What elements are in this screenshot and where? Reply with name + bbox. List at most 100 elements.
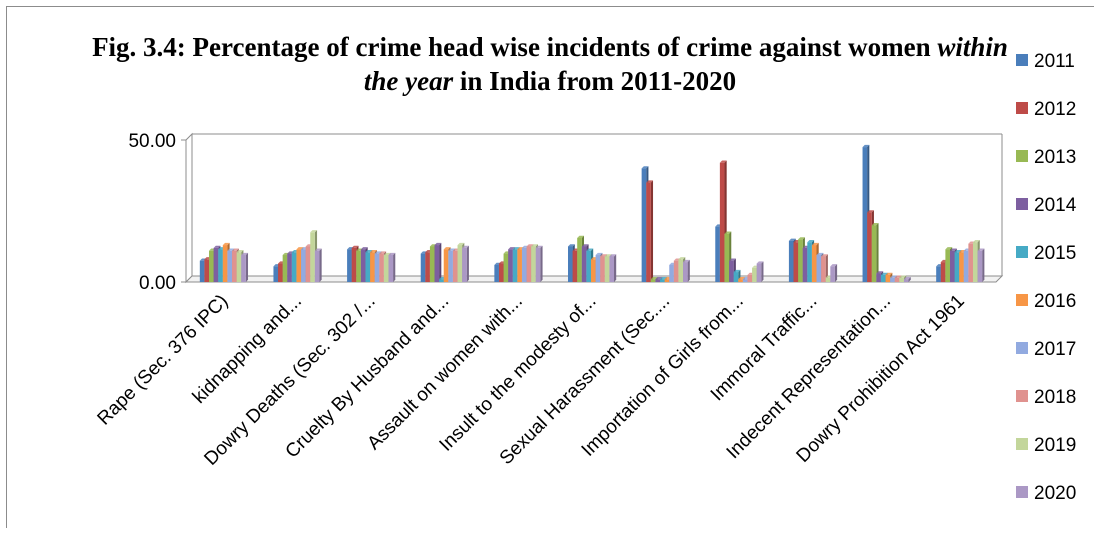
bar-top [457, 242, 465, 246]
bar [715, 226, 720, 282]
bar-top [310, 230, 318, 233]
bar [793, 242, 799, 282]
chart-frame [6, 6, 1094, 528]
bar-top [508, 247, 515, 250]
bar-side [834, 264, 838, 282]
bar-top [370, 249, 377, 253]
legend-swatch [1016, 102, 1028, 114]
bar [963, 250, 969, 282]
bar-top [609, 254, 617, 257]
bar [959, 252, 964, 282]
title-part-1: Fig. 3.4: Percentage of crime head wise … [92, 32, 938, 62]
legend-label: 2014 [1034, 195, 1077, 216]
legend-label: 2017 [1034, 339, 1076, 360]
bar [968, 243, 973, 282]
bar-top [949, 248, 957, 251]
bar [816, 255, 822, 282]
bar [508, 249, 513, 282]
bar [788, 240, 794, 282]
bar-side [245, 252, 249, 282]
bar-top [600, 254, 607, 257]
bar [462, 247, 467, 282]
bar [581, 246, 587, 282]
bar [945, 249, 950, 282]
bar-top [683, 259, 690, 263]
bar-top [719, 160, 727, 163]
bar [811, 245, 817, 282]
title-part-2: within the year [363, 32, 1008, 96]
bar [890, 277, 895, 282]
legend-label: 2020 [1034, 483, 1076, 504]
bar-side [540, 245, 543, 282]
bar [655, 279, 661, 282]
bar [383, 255, 389, 282]
bar [572, 250, 578, 282]
bar [512, 249, 518, 282]
bar-top [733, 269, 741, 273]
bar-side [439, 242, 442, 282]
bar [457, 245, 463, 282]
bar [351, 247, 357, 282]
bar [568, 246, 573, 282]
bar [379, 253, 384, 282]
x-tick-label: Assault on women with... [363, 291, 526, 454]
bar [232, 250, 237, 282]
bar-top [388, 252, 396, 256]
bar-top [360, 247, 368, 250]
bar-top [871, 223, 879, 226]
bar-top [903, 276, 911, 280]
bar [241, 255, 246, 282]
bar [954, 252, 960, 282]
bar-top [213, 245, 221, 248]
legend-swatch [1016, 294, 1028, 306]
bar [305, 246, 311, 282]
bar [977, 250, 983, 282]
bar [586, 250, 591, 282]
bar [862, 147, 868, 282]
bar [673, 260, 679, 282]
bar [650, 279, 656, 282]
bar-top [351, 245, 359, 248]
bar-top [604, 254, 612, 257]
bar [940, 262, 946, 282]
bar [388, 255, 394, 282]
bar [577, 237, 582, 282]
bar [821, 256, 826, 282]
bar [604, 256, 610, 282]
bar [356, 250, 361, 282]
bar-side [466, 245, 469, 282]
bar [439, 279, 444, 282]
legend-swatch [1016, 246, 1028, 258]
bar [903, 279, 909, 282]
bar [370, 252, 375, 282]
bar [218, 249, 223, 282]
legend-swatch [1016, 198, 1028, 210]
bar-top [977, 248, 985, 251]
bar-top [232, 248, 239, 251]
legend-label: 2015 [1034, 243, 1076, 264]
bar [296, 249, 302, 282]
legend-swatch [1016, 390, 1028, 402]
bar-top [738, 276, 746, 280]
bar [494, 264, 499, 282]
bar-top [241, 252, 249, 256]
bar [425, 252, 430, 282]
x-tick-label: Rape (Sec. 376 IPC) [94, 291, 233, 430]
legend-swatch [1016, 150, 1028, 162]
bar [273, 266, 279, 282]
bar [678, 259, 684, 282]
bar-top [365, 249, 373, 253]
bar [729, 260, 734, 282]
bar-top [462, 245, 469, 248]
y-tick-label: 50.00 [128, 131, 176, 152]
bar-top [577, 235, 584, 238]
legend-swatch [1016, 438, 1028, 450]
side-wall [185, 132, 193, 284]
bar [664, 279, 670, 282]
bar-top [374, 251, 382, 254]
bar [448, 250, 453, 282]
bar-top [314, 248, 322, 251]
bar-side [908, 276, 911, 282]
legend-swatch [1016, 342, 1028, 354]
legend-label: 2011 [1034, 51, 1075, 72]
